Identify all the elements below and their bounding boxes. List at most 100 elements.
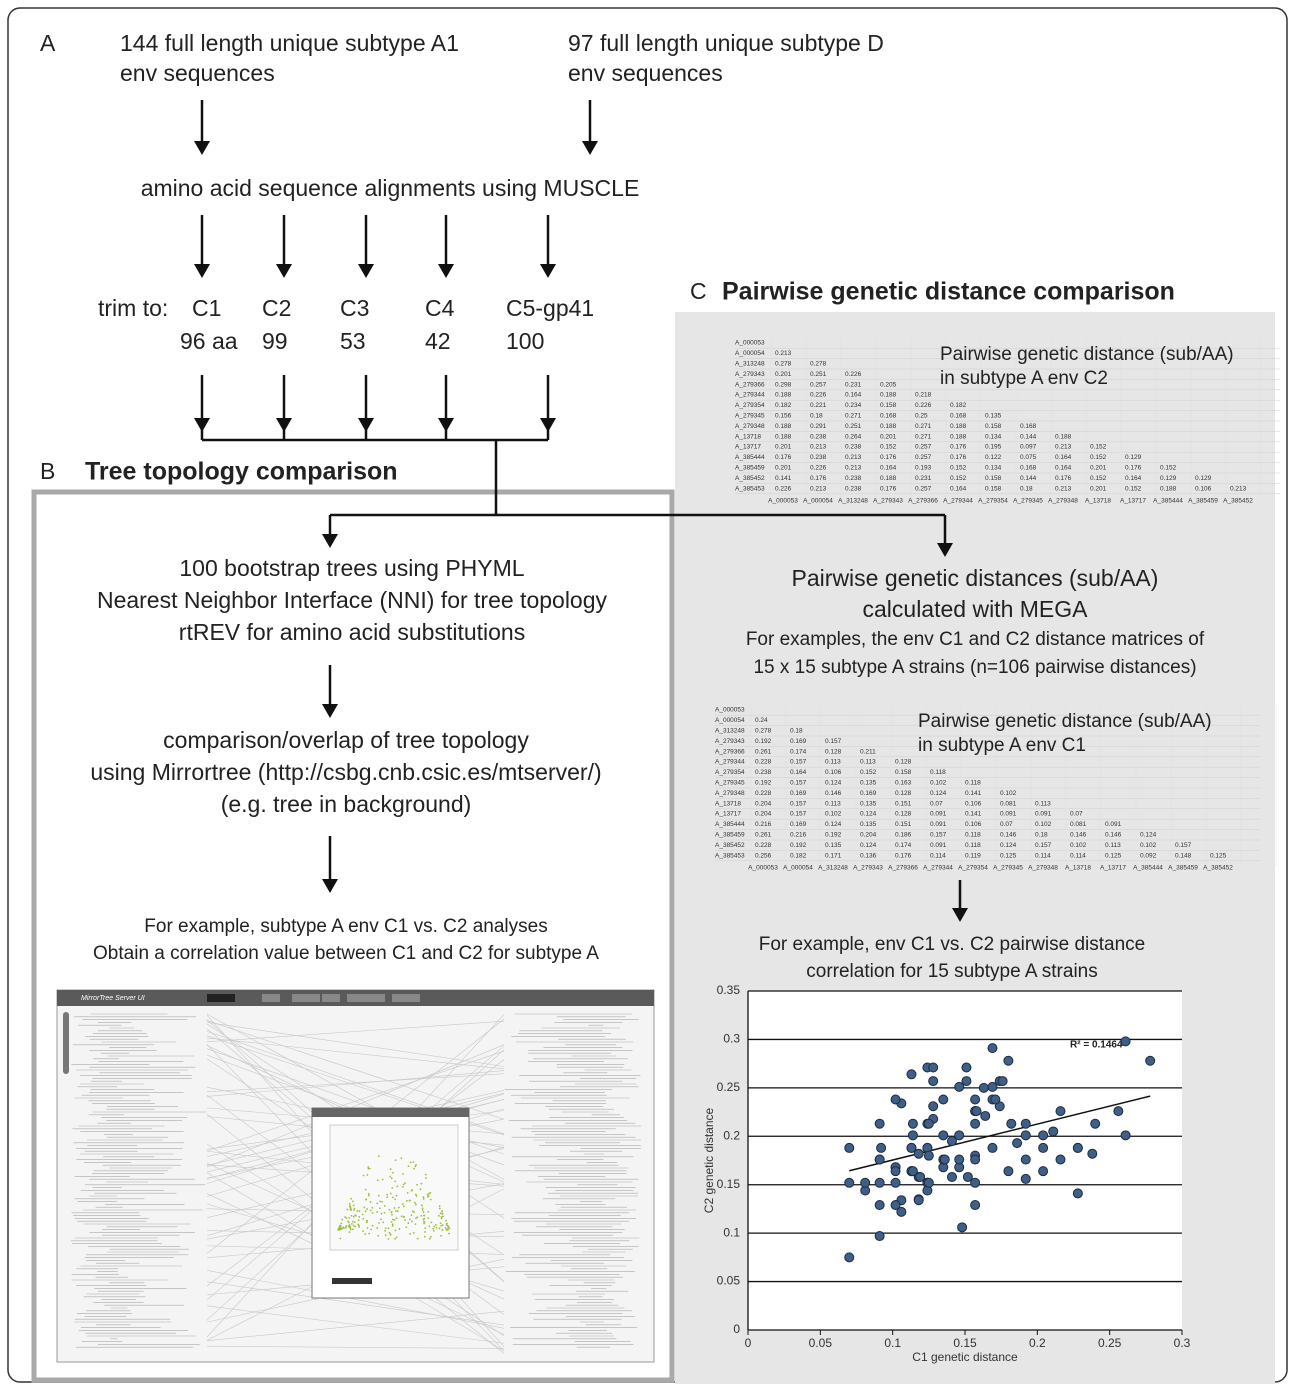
popup-dot [401,1157,403,1159]
step-text: rtREV for amino acid substitutions [179,619,525,645]
matrix-cell: 0.113 [860,759,876,766]
matrix-cell: 0.257 [915,444,932,451]
example-text: For example, env C1 vs. C2 pairwise dist… [759,934,1146,955]
popup-dot [368,1195,370,1197]
matrix-cell: 0.114 [1035,852,1051,859]
popup-dot [415,1194,417,1196]
matrix-cell: 0.188 [880,392,897,399]
matrix-col-label: A_385444 [1153,498,1183,505]
scatter-point [1049,1127,1058,1136]
popup-dot [386,1194,388,1196]
popup-dot [448,1233,450,1235]
matrix-cell: 0.188 [950,433,967,440]
matrix-cell: 0.124 [860,811,877,818]
popup-dot [433,1226,435,1228]
matrix-cell: 0.174 [790,748,807,755]
scatter-point [1021,1131,1030,1140]
matrix-cell: 0.106 [965,821,982,828]
popup-dot [340,1222,342,1224]
popup-dot [358,1225,360,1227]
example-text: 15 x 15 subtype A strains (n=106 pairwis… [753,657,1196,678]
scatter-point [914,1196,923,1205]
popup-dot [403,1183,405,1185]
popup-dot [385,1234,387,1236]
popup-dot [363,1175,365,1177]
matrix-cell: 0.18 [1020,485,1033,492]
matrix-cell: 0.192 [790,842,807,849]
matrix-cell: 0.257 [915,454,932,461]
matrix-cell: 0.158 [985,475,1002,482]
panel-title: Tree topology comparison [85,458,398,486]
popup-dot [372,1225,374,1227]
scatter-point [981,1111,990,1120]
popup-dot [403,1216,405,1218]
matrix-cell: 0.158 [880,402,897,409]
matrix-cell: 0.152 [880,444,897,451]
popup-dot [423,1218,425,1220]
matrix-row-label: A_385453 [715,852,745,859]
y-tick-label: 0.1 [723,1225,740,1239]
screenshot-button [262,994,280,1002]
scatter-point [845,1143,854,1152]
scatter-point [962,1063,971,1072]
popup-dot [392,1219,394,1221]
scatter-point [971,1201,980,1210]
popup-dot [423,1196,425,1198]
matrix-cell: 0.136 [860,852,877,859]
annotation: R² = 0.1464 [1070,1040,1123,1051]
popup-dot [379,1200,381,1202]
popup-dot [367,1227,369,1229]
matrix-row-label: A_13718 [735,433,761,440]
matrix-cell: 0.122 [985,454,1002,461]
matrix-cell: 0.216 [755,821,772,828]
scatter-point [962,1077,971,1086]
matrix-cell: 0.135 [860,821,877,828]
popup-dot [439,1227,441,1229]
popup-dot [422,1209,424,1211]
scatter-point [1056,1155,1065,1164]
popup-dot [352,1221,354,1223]
matrix-cell: 0.201 [775,465,792,472]
matrix-cell: 0.257 [810,381,827,388]
matrix-cell: 0.128 [895,811,912,818]
popup-dot [392,1196,394,1198]
matrix-cell: 0.152 [860,769,877,776]
scatter-point [929,1063,938,1072]
matrix-cell: 0.231 [915,475,932,482]
matrix-cell: 0.213 [775,350,792,357]
popup-dot [390,1193,392,1195]
matrix-cell: 0.157 [790,800,807,807]
y-tick-label: 0.25 [717,1080,741,1094]
matrix-cell: 0.213 [810,444,827,451]
y-tick-label: 0.3 [723,1032,740,1046]
popup-dot [385,1227,387,1229]
matrix-row-label: A_13717 [735,444,761,451]
screenshot-button [392,994,420,1002]
step-text: comparison/overlap of tree topology [163,727,529,753]
matrix-cell: 0.188 [1055,433,1072,440]
popup-dot [445,1227,447,1229]
matrix-cell: 0.119 [965,852,981,859]
matrix-cell: 0.169 [860,790,877,797]
matrix-cell: 0.146 [1105,832,1122,839]
matrix-cell: 0.124 [825,821,842,828]
matrix-cell: 0.157 [825,738,842,745]
popup-dot [427,1211,429,1213]
x-tick-label: 0.3 [1174,1336,1191,1350]
popup-dot [402,1186,404,1188]
matrix-cell: 0.168 [1020,465,1037,472]
x-axis-label: C1 genetic distance [912,1350,1018,1364]
popup-dot [398,1207,400,1209]
matrix-cell: 0.091 [930,821,947,828]
matrix-cell: 0.213 [1230,485,1247,492]
matrix-cell: 0.188 [1160,485,1177,492]
matrix-title: Pairwise genetic distance (sub/AA) [940,344,1234,365]
matrix-cell: 0.204 [860,832,877,839]
scatter-point [924,1178,933,1187]
matrix-cell: 0.157 [790,811,807,818]
matrix-cell: 0.164 [950,485,967,492]
matrix-col-label: A_13717 [1100,865,1126,872]
matrix-cell: 0.18 [810,413,823,420]
popup-dot [397,1210,399,1212]
popup-dot [353,1209,355,1211]
